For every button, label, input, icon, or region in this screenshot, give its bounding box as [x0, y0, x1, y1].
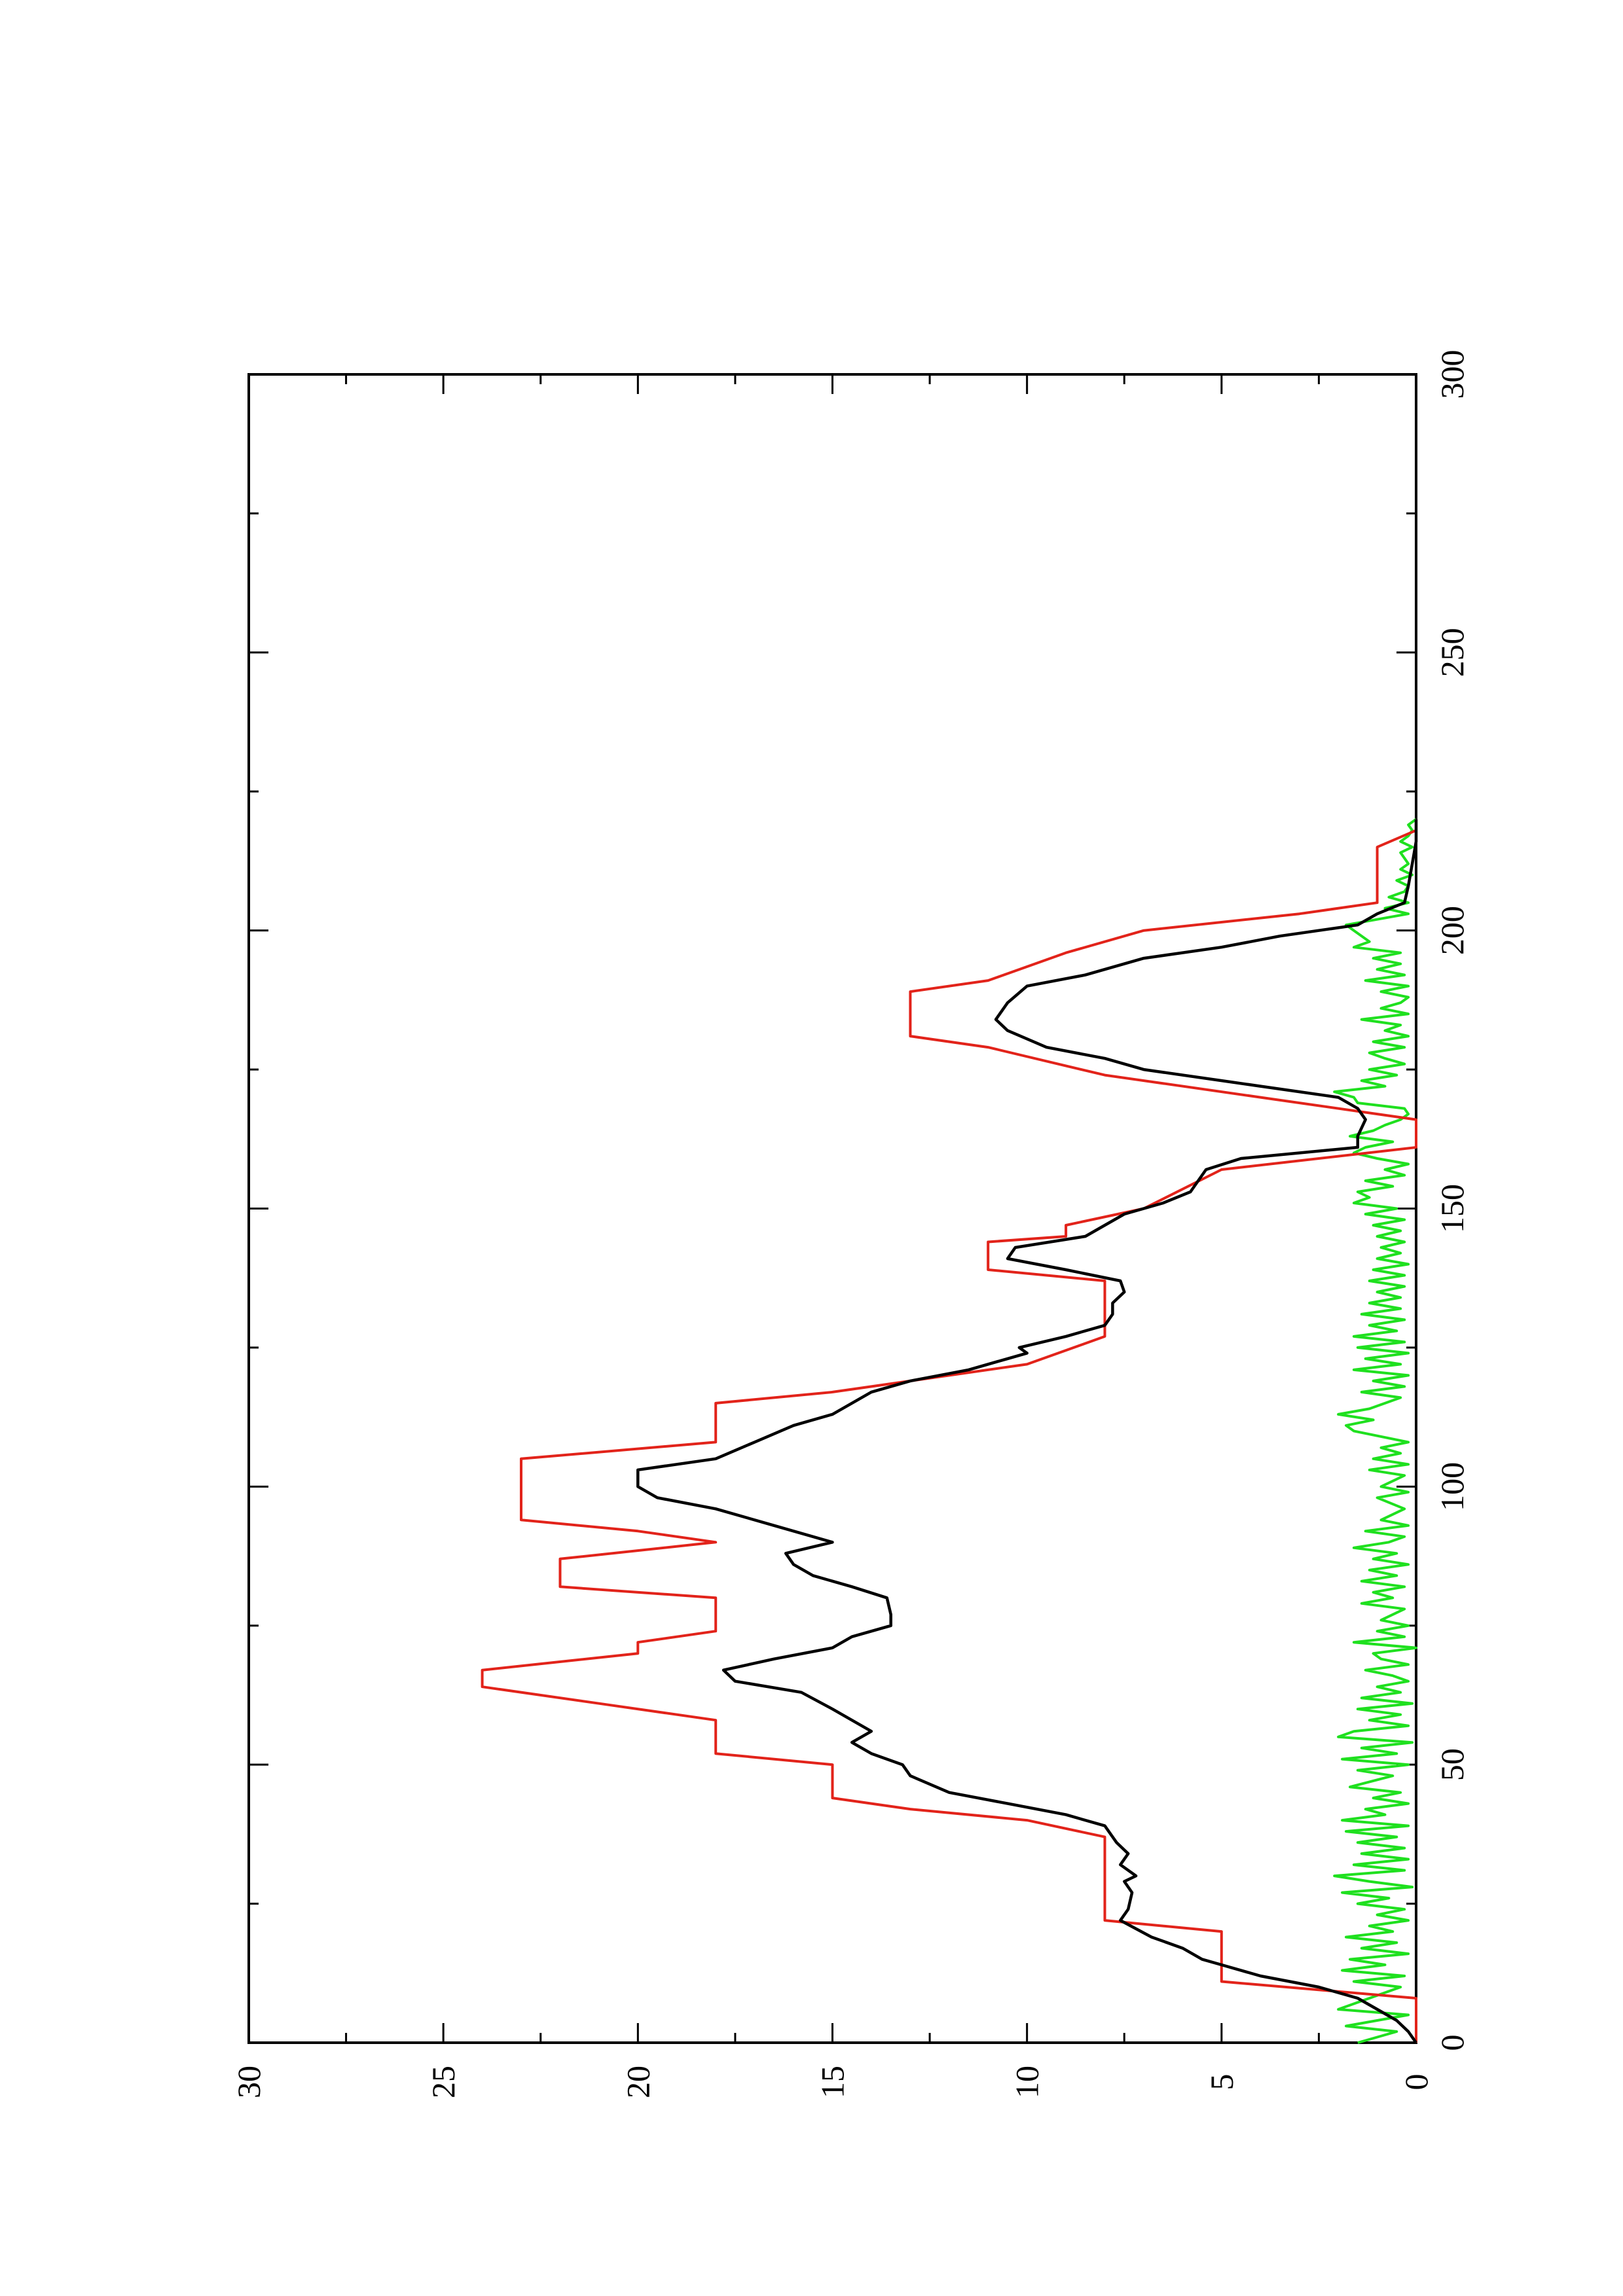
x-tick-label: 200	[1434, 906, 1470, 955]
black-series-line	[636, 819, 1418, 2044]
green-series-line	[1333, 818, 1417, 2044]
x-tick-label: 100	[1434, 1462, 1470, 1511]
y-tick-label: 30	[230, 2066, 267, 2098]
x-tick-label: 300	[1434, 350, 1470, 399]
y-tick-label: 15	[814, 2066, 851, 2098]
series-layer	[481, 818, 1418, 2044]
y-tick-label: 5	[1203, 2074, 1240, 2090]
y-tick-label: 0	[1398, 2074, 1434, 2090]
red-series-line	[481, 819, 1417, 2043]
x-tick-label: 0	[1434, 2035, 1470, 2051]
y-tick-label: 25	[425, 2066, 462, 2098]
y-axis-tick-labels: 0 5 10 15 20 25 30	[230, 2066, 1434, 2098]
x-tick-label: 50	[1434, 1748, 1470, 1781]
x-tick-label: 150	[1434, 1184, 1470, 1233]
axis-ticks	[247, 373, 1417, 2044]
y-tick-label: 10	[1009, 2066, 1046, 2098]
x-axis-tick-labels: 0 50 100 150 200 250 300	[1434, 350, 1470, 2051]
y-tick-label: 20	[619, 2066, 656, 2098]
x-tick-label: 250	[1434, 628, 1470, 677]
